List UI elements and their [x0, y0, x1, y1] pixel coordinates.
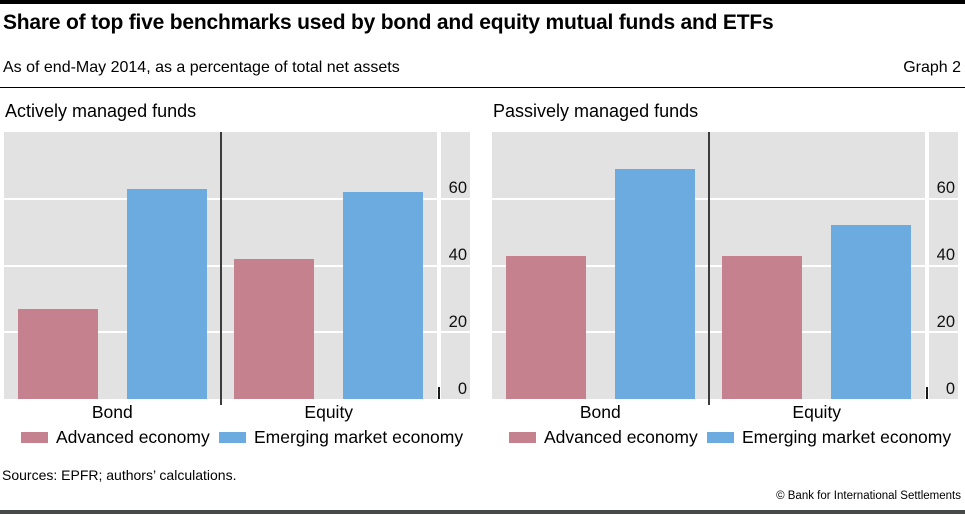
x-category-label-bond: Bond: [579, 402, 621, 422]
legend-item-emerging-market-economy: Emerging market economy: [707, 427, 951, 448]
page-title: Share of top five benchmarks used by bon…: [3, 11, 774, 34]
zero-tick-mark: [438, 387, 440, 399]
legend-swatch-emerging-market-economy: [707, 432, 734, 443]
legend-item-advanced-economy: Advanced economy: [509, 427, 698, 448]
legend-item-advanced-economy: Advanced economy: [21, 427, 210, 448]
panel-passively-managed-funds: Passively managed funds 0 20 40 60 Bond Equi…: [492, 100, 958, 452]
x-category-label-equity: Equity: [792, 402, 842, 422]
bar-bond-advanced-economy: [505, 255, 586, 399]
category-divider-line: [707, 132, 710, 405]
y-tick-label-60: 60: [448, 179, 467, 198]
legend-label: Emerging market economy: [742, 427, 952, 447]
y-tick-label-0: 0: [457, 379, 467, 398]
panel-title: Passively managed funds: [493, 101, 699, 121]
bar-bond-advanced-economy: [17, 308, 98, 399]
bar-bond-emerging-market-economy: [126, 188, 207, 399]
y-tick-label-20: 20: [936, 312, 955, 331]
legend-swatch-advanced-economy: [21, 432, 48, 443]
y-tick-label-40: 40: [936, 246, 955, 264]
graph-number-label: Graph 2: [903, 59, 961, 76]
plot-area: 0 20 40 60: [492, 132, 958, 405]
sources-note: Sources: EPFR; authors’ calculations.: [2, 467, 237, 483]
legend-swatch-advanced-economy: [509, 432, 536, 443]
y-tick-label-60: 60: [936, 179, 955, 198]
bar-equity-emerging-market-economy: [343, 192, 424, 399]
top-rule: [0, 0, 965, 4]
x-category-label-equity: Equity: [304, 402, 354, 422]
y-tick-label-20: 20: [448, 312, 467, 331]
bar-bond-emerging-market-economy: [614, 168, 695, 399]
legend-label: Advanced economy: [544, 427, 698, 447]
bar-equity-advanced-economy: [234, 258, 315, 399]
page-subtitle: As of end-May 2014, as a percentage of t…: [3, 59, 400, 76]
category-divider-line: [219, 132, 222, 405]
copyright-note: © Bank for International Settlements: [776, 490, 961, 502]
gridline-60: [4, 197, 470, 200]
legend-swatch-emerging-market-economy: [219, 432, 246, 443]
legend-label: Emerging market economy: [254, 427, 464, 447]
bottom-rule: [0, 510, 965, 514]
y-tick-label-40: 40: [448, 246, 467, 264]
panel-actively-managed-funds: Actively managed funds 0 20 40 60 Bond Equit…: [4, 100, 470, 452]
bar-equity-advanced-economy: [722, 255, 803, 399]
header-divider-rule: [0, 87, 965, 88]
x-category-label-bond: Bond: [91, 402, 133, 422]
gridline-60: [492, 197, 958, 200]
legend-label: Advanced economy: [56, 427, 210, 447]
zero-tick-mark: [926, 387, 928, 399]
bar-equity-emerging-market-economy: [831, 225, 912, 399]
panel-title: Actively managed funds: [5, 101, 197, 121]
legend-item-emerging-market-economy: Emerging market economy: [219, 427, 463, 448]
y-tick-label-0: 0: [945, 379, 955, 398]
plot-area: 0 20 40 60: [4, 132, 470, 405]
